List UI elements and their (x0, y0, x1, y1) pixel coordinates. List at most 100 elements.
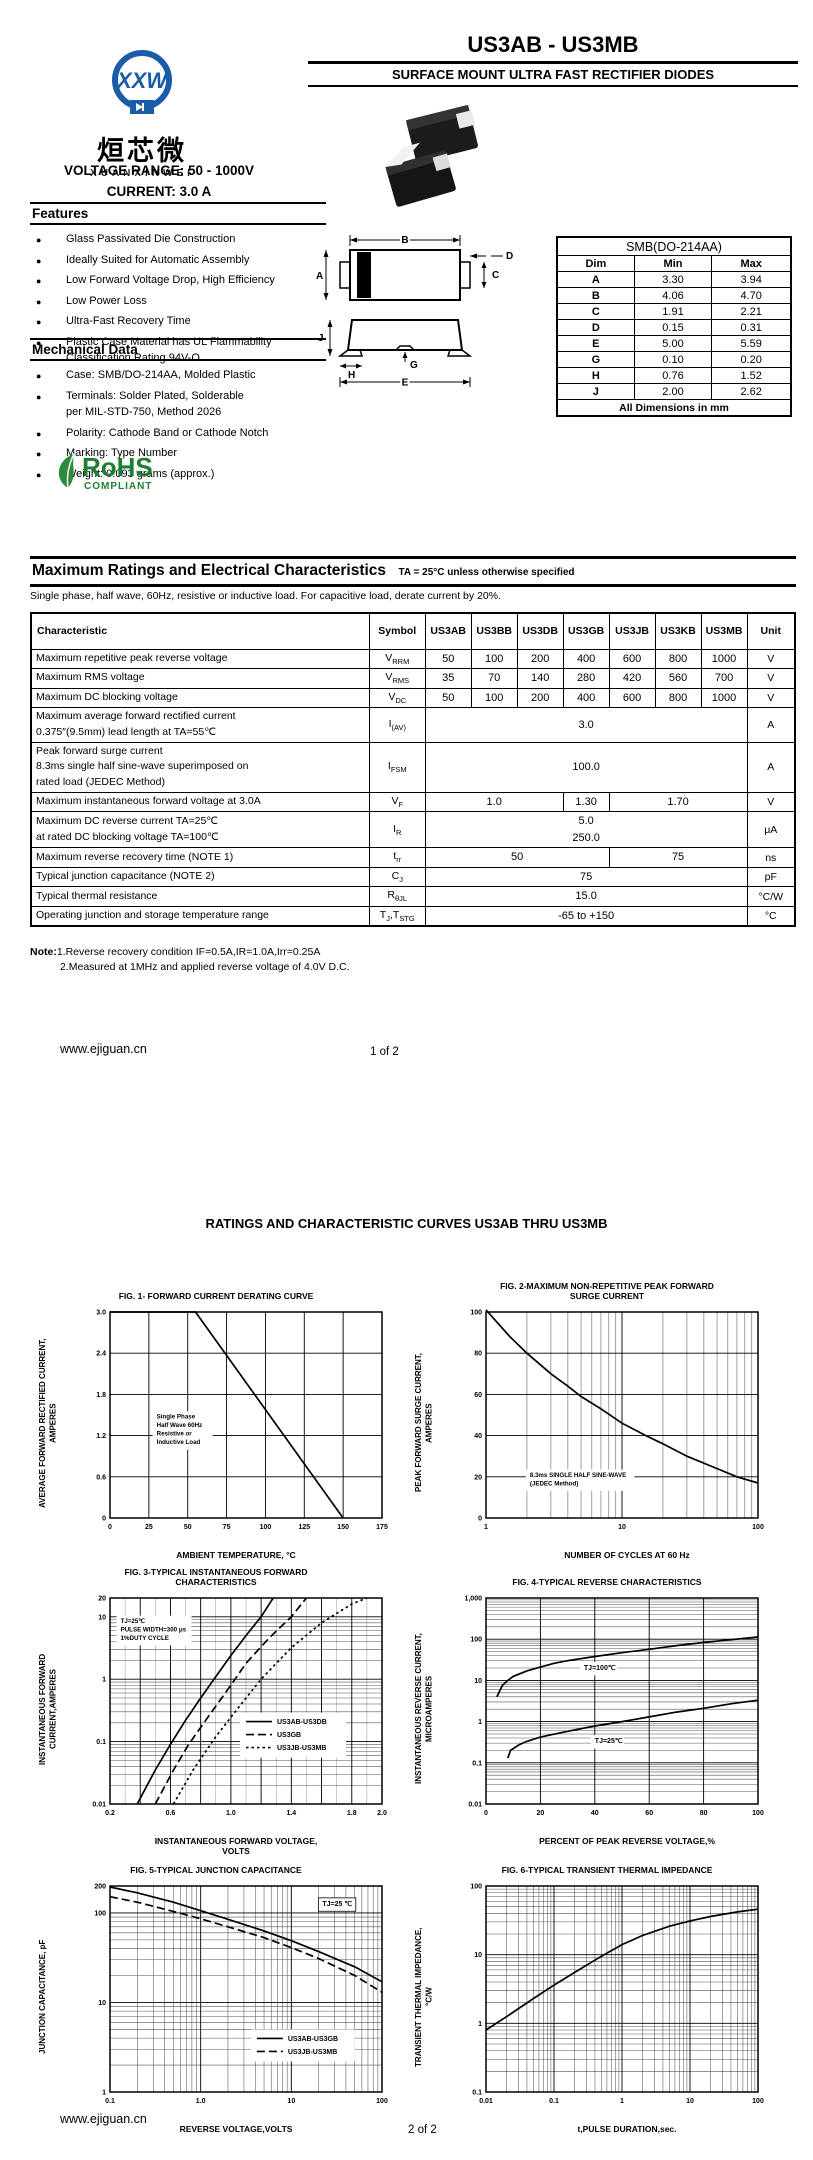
dims-cell: 1.91 (633, 303, 713, 320)
svg-text:40: 40 (474, 1433, 482, 1440)
ratings-header-cell: US3GB (562, 612, 610, 650)
value-cell: 700 (700, 668, 748, 689)
figure-4-title: FIG. 4-TYPICAL REVERSE CHARACTERISTICS (512, 1577, 702, 1588)
ratings-row: Peak forward surge current 8.3ms single … (30, 741, 796, 793)
svg-text:TJ=100℃: TJ=100℃ (584, 1664, 616, 1672)
figure-5-xlabel: REVERSE VOLTAGE,VOLTS (179, 2124, 293, 2134)
svg-text:A: A (316, 271, 323, 282)
svg-text:10: 10 (686, 2098, 694, 2105)
svg-text:10: 10 (474, 1952, 482, 1959)
svg-text:10: 10 (474, 1678, 482, 1685)
svg-text:TJ=25℃: TJ=25℃ (595, 1737, 623, 1745)
unit-cell: V (746, 687, 796, 708)
value-cell: 35 (424, 668, 472, 689)
dims-cell: 5.00 (633, 335, 713, 352)
ratings-row: Typical thermal resistance RθJL 15.0 °C/W (30, 886, 796, 907)
svg-text:1.0: 1.0 (226, 1810, 236, 1817)
brand-chinese-name: 烜芯微 (97, 136, 187, 166)
value-cell: 100.0 (424, 741, 748, 793)
value-cell: 800 (654, 687, 702, 708)
svg-text:80: 80 (474, 1351, 482, 1358)
characteristic-cell: Operating junction and storage temperatu… (30, 905, 370, 927)
svg-text:25: 25 (145, 1524, 153, 1531)
svg-text:20: 20 (537, 1810, 545, 1817)
ratings-header-cell: US3DB (516, 612, 564, 650)
ratings-header-cell: US3BB (470, 612, 518, 650)
svg-text:8.3ms SINGLE HALF SINE-WAVE: 8.3ms SINGLE HALF SINE-WAVE (530, 1472, 627, 1479)
mechanical-list: Case: SMB/DO-214AA, Molded Plastic Termin… (30, 367, 326, 483)
figure-3: FIG. 3-TYPICAL INSTANTANEOUS FORWARD CHA… (38, 1562, 394, 1856)
note-line2: 2.Measured at 1MHz and applied reverse v… (60, 961, 350, 973)
dims-cell: E (556, 335, 635, 352)
product-photo (372, 98, 497, 215)
characteristic-cell: Maximum repetitive peak reverse voltage (30, 648, 370, 669)
ratings-row: Maximum DC blocking voltage VDC 50 100 200 40… (30, 687, 796, 708)
footer-site-link-2[interactable]: www.ejiguan.cn (60, 2112, 147, 2126)
dims-cell: H (556, 367, 635, 384)
ratings-header-cell: US3MB (700, 612, 748, 650)
svg-text:1: 1 (102, 2090, 106, 2097)
svg-text:Single Phase: Single Phase (157, 1413, 196, 1420)
dims-cell: 4.70 (711, 287, 792, 304)
note-line1: 1.Reverse recovery condition IF=0.5A,IR=… (56, 946, 321, 958)
value-cell: 75 (424, 866, 748, 888)
svg-text:1.0: 1.0 (196, 2098, 206, 2105)
mechanical-item: Polarity: Cathode Band or Cathode Notch (30, 425, 326, 441)
ratings-table-wrap: Characteristic Symbol US3AB US3BB US3DB US3GB… (30, 612, 796, 928)
svg-text:200: 200 (94, 1884, 106, 1891)
svg-text:100: 100 (470, 1637, 482, 1644)
value-cell: 70 (470, 668, 518, 689)
svg-text:2.4: 2.4 (96, 1351, 106, 1358)
ratings-row: Typical junction capacitance (NOTE 2) CJ 7… (30, 866, 796, 888)
value-cell: 600 (608, 648, 656, 669)
value-cell: 1000 (700, 687, 748, 708)
value-cell: 3.0 (424, 707, 748, 743)
figure-6: FIG. 6-TYPICAL TRANSIENT THERMAL IMPEDAN… (414, 1850, 800, 2134)
ratings-row: Maximum average forward rectified curren… (30, 707, 796, 743)
ratings-row: Maximum DC reverse current TA=25℃ at rat… (30, 811, 796, 849)
dims-row: A 3.30 3.94 (556, 271, 792, 288)
feature-item: Glass Passivated Die Construction (30, 231, 326, 248)
svg-text:100: 100 (260, 1524, 272, 1531)
unit-cell: V (746, 791, 796, 813)
figure-6-title: FIG. 6-TYPICAL TRANSIENT THERMAL IMPEDAN… (501, 1865, 713, 1876)
unit-cell: ns (746, 847, 796, 868)
dims-cell: J (556, 383, 635, 400)
feature-item: Ultra-Fast Recovery Time (30, 313, 326, 330)
svg-text:1: 1 (478, 2021, 482, 2028)
symbol-cell: RθJL (368, 886, 426, 907)
svg-text:150: 150 (337, 1524, 349, 1531)
symbol-cell: VRRM (368, 648, 426, 669)
unit-cell: A (746, 707, 796, 743)
dims-cell: C (556, 303, 635, 320)
svg-text:PULSE WIDTH=300 μs: PULSE WIDTH=300 μs (121, 1626, 187, 1633)
page-number-1: 1 of 2 (370, 1046, 399, 1058)
svg-text:0.01: 0.01 (92, 1802, 106, 1809)
ratings-table: Characteristic Symbol US3AB US3BB US3DB US3GB… (30, 612, 796, 928)
dims-row: C 1.91 2.21 (556, 303, 792, 320)
figure-3-xlabel: INSTANTANEOUS FORWARD VOLTAGE, VOLTS (154, 1836, 318, 1856)
svg-text:100: 100 (752, 2098, 764, 2105)
figure-4-xlabel: PERCENT OF PEAK REVERSE VOLTAGE,% (539, 1836, 715, 1846)
svg-text:RoHS: RoHS (82, 452, 153, 482)
value-cell: 420 (608, 668, 656, 689)
footer-site-link-1[interactable]: www.ejiguan.cn (60, 1042, 147, 1056)
svg-text:20: 20 (474, 1474, 482, 1481)
svg-text:100: 100 (470, 1310, 482, 1317)
svg-text:125: 125 (298, 1524, 310, 1531)
svg-text:100: 100 (752, 1810, 764, 1817)
ratings-row: Maximum instantaneous forward voltage at… (30, 791, 796, 813)
value-cell: 1000 (700, 648, 748, 669)
value-cell: 140 (516, 668, 564, 689)
characteristic-cell: Maximum instantaneous forward voltage at… (30, 791, 370, 813)
svg-text:US3AB-US3DB: US3AB-US3DB (277, 1719, 327, 1726)
dims-table: SMB(DO-214AA) Dim Min Max A 3.30 3.94 B 4.06 4.70… (556, 236, 792, 417)
dims-cell: 0.31 (711, 319, 792, 336)
value-cell: 200 (516, 648, 564, 669)
figure-3-ylabel: INSTANTANEOUS FORWARD CURRENT,AMPERES (38, 1653, 58, 1765)
value-cell: 280 (562, 668, 610, 689)
feature-item: Ideally Suited for Automatic Assembly (30, 252, 326, 268)
ratings-row: Operating junction and storage temperatu… (30, 905, 796, 927)
features-heading: Features (30, 202, 326, 225)
ratings-header-cell: Characteristic (30, 612, 370, 650)
